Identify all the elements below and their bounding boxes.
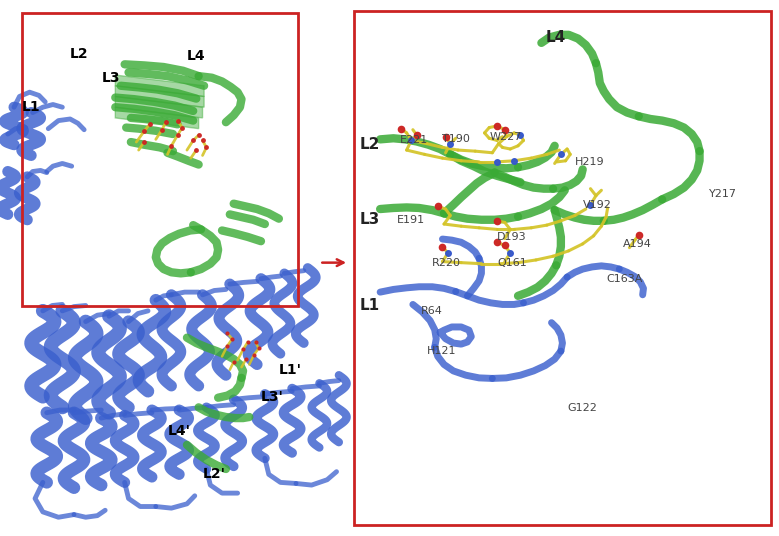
Text: E221: E221 [400, 136, 428, 145]
Text: L3': L3' [261, 390, 284, 404]
Text: H219: H219 [575, 157, 605, 167]
Text: L4': L4' [167, 425, 191, 438]
Polygon shape [115, 75, 204, 96]
Text: L4: L4 [545, 30, 566, 45]
Text: L2: L2 [360, 137, 380, 152]
Text: T190: T190 [442, 135, 471, 144]
Text: L2': L2' [203, 467, 226, 481]
Text: L1: L1 [22, 100, 41, 114]
Text: L1': L1' [279, 363, 302, 377]
Text: L3: L3 [360, 212, 380, 227]
Polygon shape [115, 96, 203, 118]
Text: V192: V192 [583, 200, 612, 210]
Text: Y217: Y217 [709, 189, 737, 199]
Text: C163A: C163A [606, 274, 643, 284]
Text: E191: E191 [397, 215, 425, 225]
Text: L4: L4 [187, 49, 206, 63]
Text: D193: D193 [497, 232, 527, 242]
Polygon shape [115, 86, 204, 107]
Bar [354, 11, 771, 525]
Text: A194: A194 [623, 239, 652, 249]
Bar [22, 13, 298, 306]
Text: L1: L1 [360, 298, 380, 313]
Text: G122: G122 [567, 404, 597, 413]
Text: R64: R64 [421, 306, 442, 316]
Text: Q161: Q161 [497, 258, 527, 267]
Text: L2: L2 [70, 47, 89, 61]
Polygon shape [115, 107, 199, 129]
Text: H121: H121 [427, 346, 456, 356]
Text: R220: R220 [432, 258, 461, 267]
Text: L3: L3 [101, 71, 120, 85]
Text: W227: W227 [489, 132, 522, 142]
